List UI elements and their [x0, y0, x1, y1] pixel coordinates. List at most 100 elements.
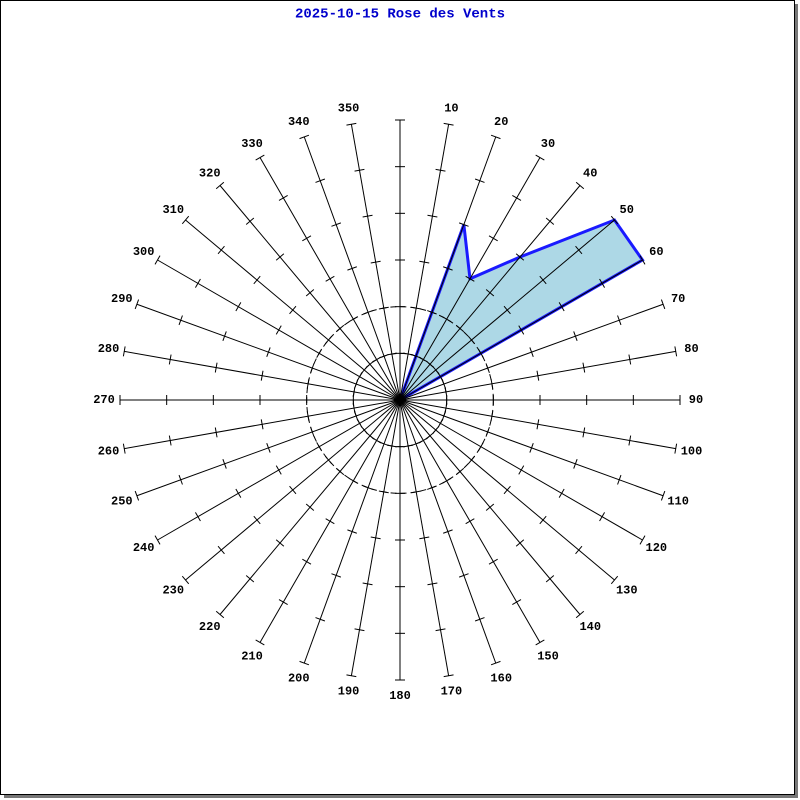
direction-label: 310	[162, 203, 184, 217]
r-tick	[639, 255, 646, 265]
r-tick	[222, 331, 227, 342]
r-tick	[467, 335, 476, 345]
r-tick	[435, 628, 446, 632]
r-tick	[515, 539, 525, 547]
r-tick	[419, 536, 430, 540]
r-tick	[181, 215, 190, 225]
r-tick	[575, 545, 583, 555]
r-tick	[455, 324, 465, 333]
r-tick	[490, 660, 501, 666]
r-tick	[535, 154, 545, 161]
r-tick	[435, 168, 446, 172]
r-tick	[503, 305, 511, 315]
r-tick	[582, 427, 586, 438]
r-tick	[443, 674, 454, 678]
r-tick	[325, 275, 335, 282]
r-tick	[235, 488, 242, 498]
direction-label: 80	[684, 342, 698, 356]
direction-label: 180	[389, 689, 411, 703]
r-tick	[214, 427, 218, 438]
r-tick	[335, 467, 345, 476]
direction-label: 160	[490, 671, 512, 685]
r-tick	[443, 266, 453, 271]
r-tick	[488, 235, 498, 242]
r-tick	[660, 299, 666, 310]
r-tick	[558, 488, 565, 498]
r-tick	[617, 315, 622, 326]
r-tick	[419, 260, 430, 264]
r-tick	[545, 575, 555, 583]
r-tick	[363, 310, 373, 315]
direction-label: 290	[111, 292, 133, 306]
r-tick	[465, 518, 475, 525]
r-tick	[347, 529, 357, 534]
r-tick	[628, 354, 632, 365]
r-tick	[362, 214, 373, 218]
r-tick	[310, 427, 315, 437]
direction-label: 120	[646, 541, 668, 555]
r-tick	[411, 306, 422, 310]
r-tick	[354, 628, 365, 632]
r-tick	[245, 575, 255, 583]
r-tick	[485, 503, 495, 511]
r-tick	[154, 255, 161, 265]
r-tick	[222, 458, 227, 469]
r-tick	[485, 289, 495, 297]
direction-label: 330	[241, 137, 263, 151]
direction-label: 320	[199, 166, 221, 180]
direction-label: 220	[199, 620, 221, 634]
r-tick	[134, 299, 140, 310]
r-tick	[215, 610, 225, 619]
direction-label: 300	[133, 245, 155, 259]
r-tick	[545, 217, 555, 225]
r-tick	[178, 315, 183, 326]
r-tick	[217, 545, 225, 555]
r-tick	[370, 260, 381, 264]
r-tick	[278, 599, 288, 606]
r-tick	[411, 490, 422, 494]
r-tick	[324, 335, 333, 345]
r-tick	[362, 582, 373, 586]
r-tick	[639, 535, 646, 545]
r-tick	[335, 324, 345, 333]
r-tick	[255, 154, 265, 161]
direction-label: 170	[441, 685, 463, 699]
r-tick	[275, 325, 282, 335]
r-tick	[477, 442, 484, 452]
r-tick	[575, 610, 585, 619]
r-tick	[474, 178, 485, 183]
r-tick	[278, 194, 288, 201]
r-tick	[302, 558, 312, 565]
direction-label: 90	[689, 393, 703, 407]
r-tick	[315, 617, 326, 622]
r-tick	[503, 485, 511, 495]
r-tick	[485, 363, 490, 373]
r-tick	[266, 443, 271, 453]
r-tick	[306, 411, 310, 422]
r-tick	[299, 134, 310, 140]
r-tick	[154, 535, 161, 545]
direction-label: 230	[162, 583, 184, 597]
r-tick	[275, 539, 285, 547]
r-tick	[253, 275, 261, 285]
r-tick	[245, 217, 255, 225]
r-tick	[302, 235, 312, 242]
r-tick	[194, 512, 201, 522]
r-tick	[310, 363, 315, 373]
r-tick	[490, 378, 494, 389]
r-tick	[518, 465, 525, 475]
r-tick	[331, 222, 342, 227]
r-tick	[617, 474, 622, 485]
r-tick	[378, 306, 389, 310]
r-tick	[348, 477, 358, 484]
r-tick	[363, 485, 373, 490]
r-tick	[575, 245, 583, 255]
r-tick	[674, 346, 678, 357]
r-tick	[214, 362, 218, 373]
r-tick	[331, 573, 342, 578]
r-tick	[253, 515, 261, 525]
r-tick	[529, 347, 534, 357]
r-tick	[325, 518, 335, 525]
r-tick	[610, 215, 619, 225]
